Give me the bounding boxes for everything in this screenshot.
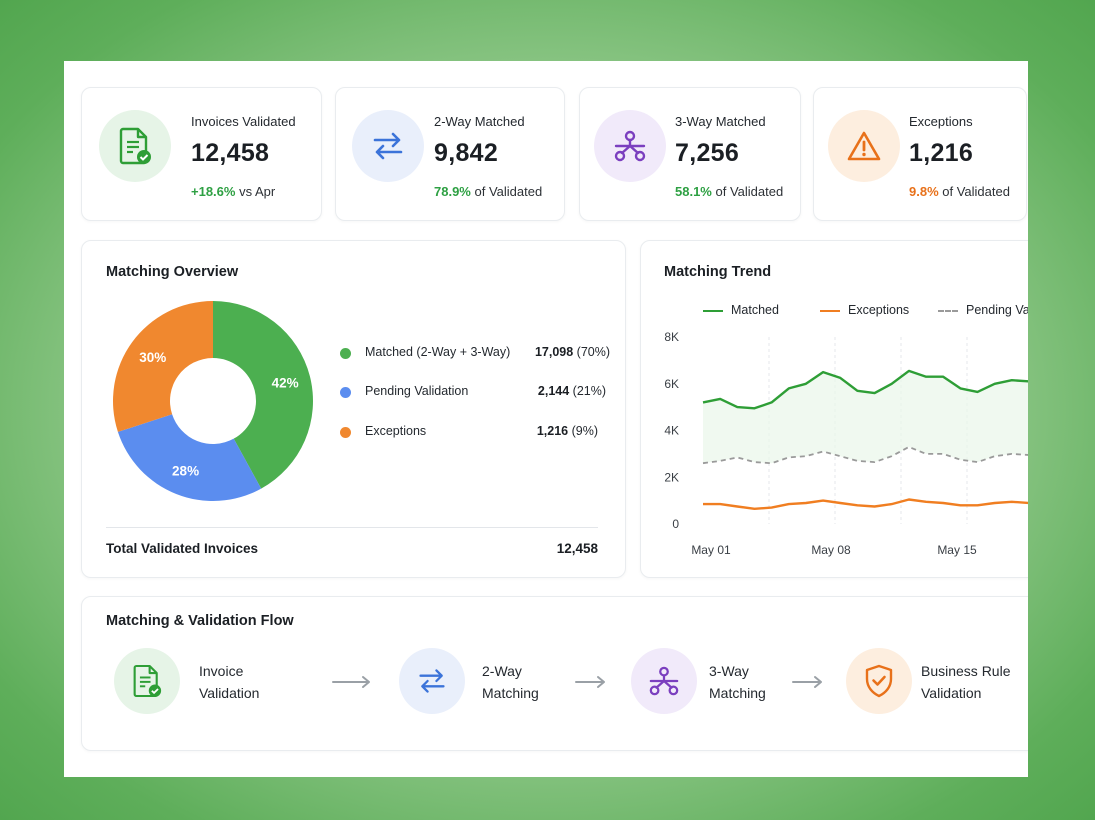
kpi-label: 2-Way Matched (434, 114, 525, 129)
y-tick-label: 0 (672, 517, 679, 531)
y-tick-label: 2K (664, 470, 679, 484)
three-way-branch-icon (594, 110, 666, 182)
card-title: Matching Overview (106, 264, 239, 280)
area-fill-matched (703, 370, 1028, 464)
donut-slice[interactable] (112, 301, 213, 432)
donut-slice-label: 42% (272, 375, 299, 390)
flow-step-label: 2-Way Matching (482, 663, 539, 701)
matching-trend-card: Matching Trend Matched Exceptions Pendin… (640, 240, 1028, 578)
donut-chart: 42% 28% 30% (112, 301, 313, 501)
kpi-card-two-way-matched[interactable]: 2-Way Matched 9,842 78.9% of Validated (335, 87, 565, 221)
validation-flow-card: Matching & Validation Flow Invoice Valida… (81, 596, 1028, 751)
legend-dot (340, 427, 351, 438)
donut-slice[interactable] (117, 414, 262, 501)
y-tick-label: 8K (664, 330, 679, 344)
flow-step-label: 3-Way Matching (709, 663, 766, 701)
divider (106, 527, 598, 528)
shield-check-icon (846, 648, 912, 714)
kpi-subtext: +18.6% vs Apr (191, 184, 276, 199)
legend-dot (340, 348, 351, 359)
document-check-icon (99, 110, 171, 182)
donut-slice-label: 28% (172, 463, 199, 478)
warning-triangle-icon (828, 110, 900, 182)
kpi-value: 1,216 (909, 139, 974, 167)
arrow-right-icon (575, 676, 605, 688)
kpi-label: 3-Way Matched (675, 114, 766, 129)
dashboard-panel: Invoices Validated 12,458 +18.6% vs Apr … (64, 61, 1028, 777)
total-validated-row: Total Validated Invoices 12,458 (106, 541, 598, 556)
kpi-value: 12,458 (191, 139, 270, 167)
flow-step-label: Invoice Validation (199, 663, 260, 701)
matching-overview-card: Matching Overview 42% 28% 30% Matched (2-W… (81, 240, 626, 578)
card-title: Matching Trend (664, 264, 772, 280)
kpi-subtext: 78.9% of Validated (434, 184, 543, 199)
kpi-value: 9,842 (434, 139, 499, 167)
legend-item-matched: Matched (2-Way + 3-Way) 17,098 (70%) (340, 344, 610, 364)
swap-arrows-icon (399, 648, 465, 714)
trend-line-chart: 0 2K 4K 6K 8K May 01 May 08 May 15 (664, 330, 1028, 557)
kpi-card-three-way-matched[interactable]: 3-Way Matched 7,256 58.1% of Validated (579, 87, 801, 221)
flow-step-label: Business Rule Validation (921, 663, 1011, 701)
donut-slice-label: 30% (139, 350, 166, 365)
kpi-label: Invoices Validated (191, 114, 296, 129)
document-check-icon (114, 648, 180, 714)
series-line-exceptions[interactable] (703, 498, 1028, 510)
legend-item-pending: Pending Validation (938, 303, 1028, 317)
donut-slice[interactable] (213, 301, 313, 489)
series-line-pending-validation[interactable] (702, 446, 1028, 465)
kpi-subtext: 9.8% of Validated (909, 184, 1010, 199)
arrow-right-icon (332, 676, 370, 688)
y-tick-label: 4K (664, 424, 679, 438)
legend-item-exceptions: Exceptions (820, 303, 909, 317)
card-title: Matching & Validation Flow (106, 613, 294, 629)
kpi-value: 7,256 (675, 139, 740, 167)
kpi-label: Exceptions (909, 114, 973, 129)
kpi-card-exceptions[interactable]: Exceptions 1,216 9.8% of Validated (813, 87, 1027, 221)
x-tick-label: May 15 (937, 543, 977, 557)
three-way-branch-icon (631, 648, 697, 714)
kpi-card-invoices-validated[interactable]: Invoices Validated 12,458 +18.6% vs Apr (81, 87, 322, 221)
legend-item-pending: Pending Validation 2,144 (21%) (340, 383, 610, 403)
legend-dot (340, 387, 351, 398)
x-tick-label: May 01 (691, 543, 731, 557)
legend-item-matched: Matched (703, 303, 779, 317)
legend-item-exceptions: Exceptions 1,216 (9%) (340, 423, 610, 443)
y-tick-label: 6K (664, 377, 679, 391)
swap-arrows-icon (352, 110, 424, 182)
series-line-matched[interactable] (702, 369, 1028, 410)
arrow-right-icon (792, 676, 822, 688)
x-tick-label: May 08 (811, 543, 851, 557)
kpi-subtext: 58.1% of Validated (675, 184, 784, 199)
